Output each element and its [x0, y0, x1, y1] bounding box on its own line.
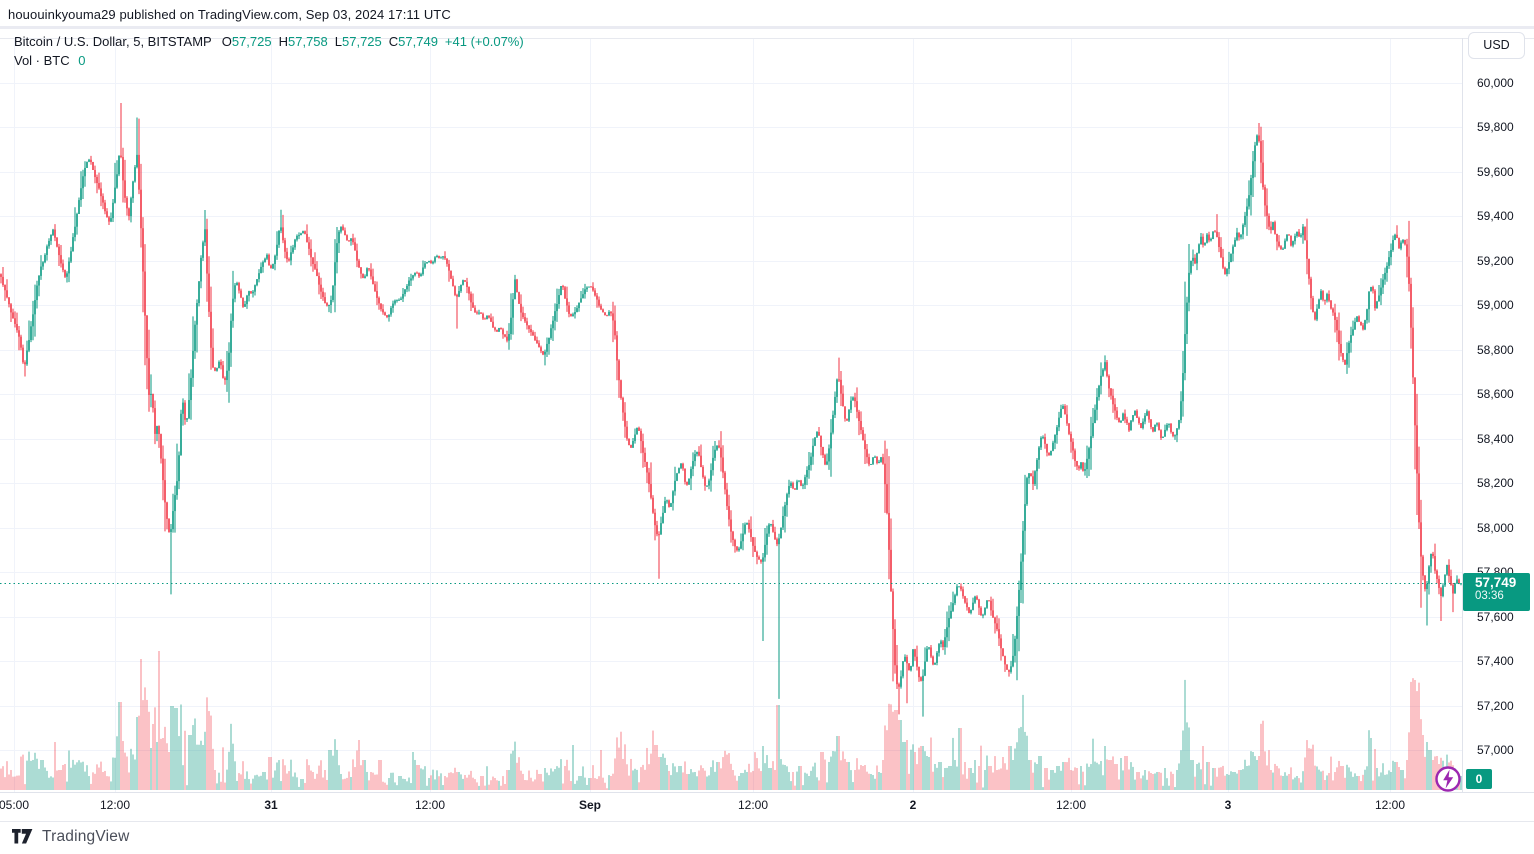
time-tick-label: 12:00	[737, 798, 769, 812]
volume-value: 0	[78, 53, 86, 68]
price-change: +41 (+0.07%)	[444, 34, 524, 49]
symbol-legend-row: Bitcoin / U.S. Dollar, 5, BITSTAMP O57,72…	[14, 34, 524, 49]
time-tick-label: 05:00	[0, 798, 30, 812]
price-tick-label: 58,800	[1477, 342, 1514, 357]
time-axis-border	[0, 792, 1534, 793]
price-axis-border	[1462, 38, 1463, 792]
volume-label[interactable]: Vol · BTC	[14, 53, 70, 68]
chart-pane-top-border	[0, 38, 1534, 39]
ohlc-low: L57,725	[334, 34, 382, 49]
header-divider	[0, 26, 1534, 29]
bar-countdown: 03:36	[1475, 590, 1504, 603]
last-price-tag: 57,749 03:36	[1463, 573, 1530, 612]
price-tick-label: 58,000	[1477, 520, 1514, 535]
tradingview-brand-text[interactable]: TradingView	[42, 828, 130, 845]
symbol-legend[interactable]: Bitcoin / U.S. Dollar, 5, BITSTAMP O57,72…	[14, 34, 524, 68]
volume-legend-row: Vol · BTC 0	[14, 53, 524, 68]
price-tick-label: 57,600	[1477, 609, 1514, 624]
tradingview-logo-icon[interactable]	[12, 829, 36, 846]
time-tick-label: Sep	[578, 798, 602, 812]
published-info: hououinkyouma29 published on TradingView…	[8, 7, 451, 22]
ohlc-high: H57,758	[278, 34, 328, 49]
price-tick-label: 58,200	[1477, 476, 1514, 491]
price-tick-label: 57,400	[1477, 654, 1514, 669]
price-tick-label: 57,000	[1477, 743, 1514, 757]
footer-border	[0, 821, 1534, 822]
time-tick-label: 12:00	[99, 798, 131, 812]
time-axis[interactable]: 05:00 12:00 31 12:00 Sep 12:00 2 12:00 3 12:00	[0, 792, 1534, 822]
time-tick-label: 12:00	[1055, 798, 1087, 812]
price-tick-label: 60,000	[1477, 76, 1514, 90]
price-axis[interactable]: USD 60,000 59,800 59,600 59,400 59,200 59,000…	[1462, 32, 1534, 792]
last-price-value: 57,749	[1475, 575, 1517, 591]
price-tick-label: 58,600	[1477, 387, 1514, 402]
price-tick-label: 59,200	[1477, 253, 1514, 268]
price-tick-label: 59,800	[1477, 120, 1514, 135]
price-tick-label: 59,400	[1477, 209, 1514, 224]
time-tick-label: 12:00	[1374, 798, 1406, 812]
volume-axis-badge: 0	[1466, 769, 1492, 789]
ohlc-open: O57,725	[221, 34, 272, 49]
price-tick-label: 57,200	[1477, 698, 1514, 713]
symbol-title[interactable]: Bitcoin / U.S. Dollar, 5, BITSTAMP	[14, 34, 212, 49]
time-tick-label: 2	[909, 798, 917, 812]
ohlc-close: C57,749	[388, 34, 438, 49]
attribution-bar: TradingView	[0, 822, 1534, 854]
price-tick-label: 58,400	[1477, 431, 1514, 446]
time-tick-label: 12:00	[414, 798, 446, 812]
time-tick-label: 31	[264, 798, 278, 812]
currency-toggle-button[interactable]: USD	[1468, 32, 1525, 59]
price-tick-label: 59,000	[1477, 298, 1514, 313]
price-tick-label: 59,600	[1477, 164, 1514, 179]
time-tick-label: 3	[1224, 798, 1232, 812]
flash-icon[interactable]	[1433, 764, 1463, 794]
